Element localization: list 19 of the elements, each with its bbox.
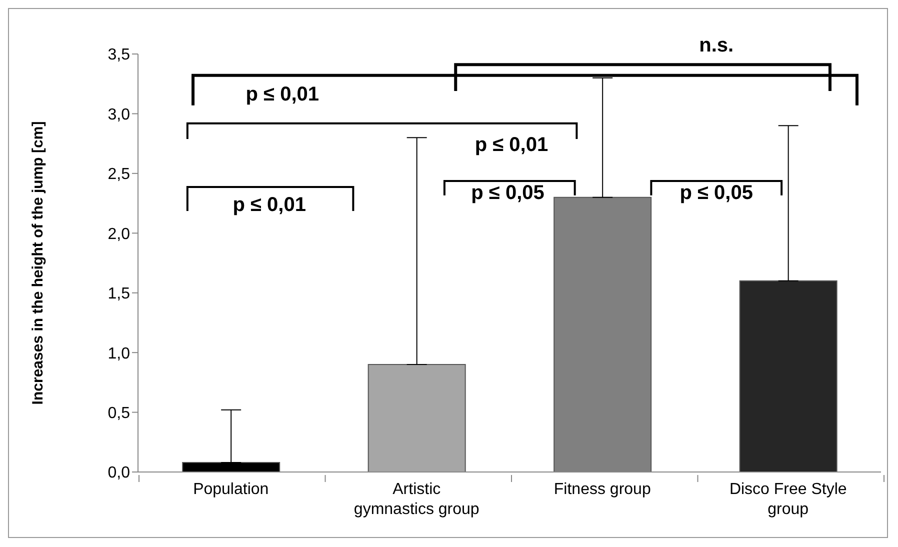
x-tick-label: Disco Free Style group bbox=[729, 481, 847, 518]
x-tick-label: Population bbox=[193, 481, 269, 498]
y-tick-label: 3,0 bbox=[108, 106, 130, 124]
y-tick-label: 1,5 bbox=[108, 286, 130, 303]
x-tick-label: Fitness group bbox=[554, 481, 651, 498]
annotation: p ≤ 0,05 bbox=[471, 182, 544, 204]
y-tick-label: 1,0 bbox=[108, 345, 130, 362]
x-tick-label: Artistic gymnastics group bbox=[354, 481, 480, 518]
y-axis-title: Increases in the height of the jump [cm] bbox=[29, 121, 46, 405]
y-tick-label: 3,5 bbox=[108, 46, 130, 64]
y-tick-label: 2,5 bbox=[108, 166, 130, 184]
y-tick-label: 0,5 bbox=[108, 404, 130, 422]
y-tick-label: 2,0 bbox=[108, 226, 130, 243]
annotation: p ≤ 0,05 bbox=[680, 182, 753, 204]
annotation: n.s. bbox=[699, 34, 734, 56]
y-tick-label: 0,0 bbox=[108, 464, 130, 482]
annotation: p ≤ 0,01 bbox=[246, 84, 320, 106]
annotation: p ≤ 0,01 bbox=[232, 194, 306, 216]
annotation: p ≤ 0,01 bbox=[474, 134, 548, 156]
